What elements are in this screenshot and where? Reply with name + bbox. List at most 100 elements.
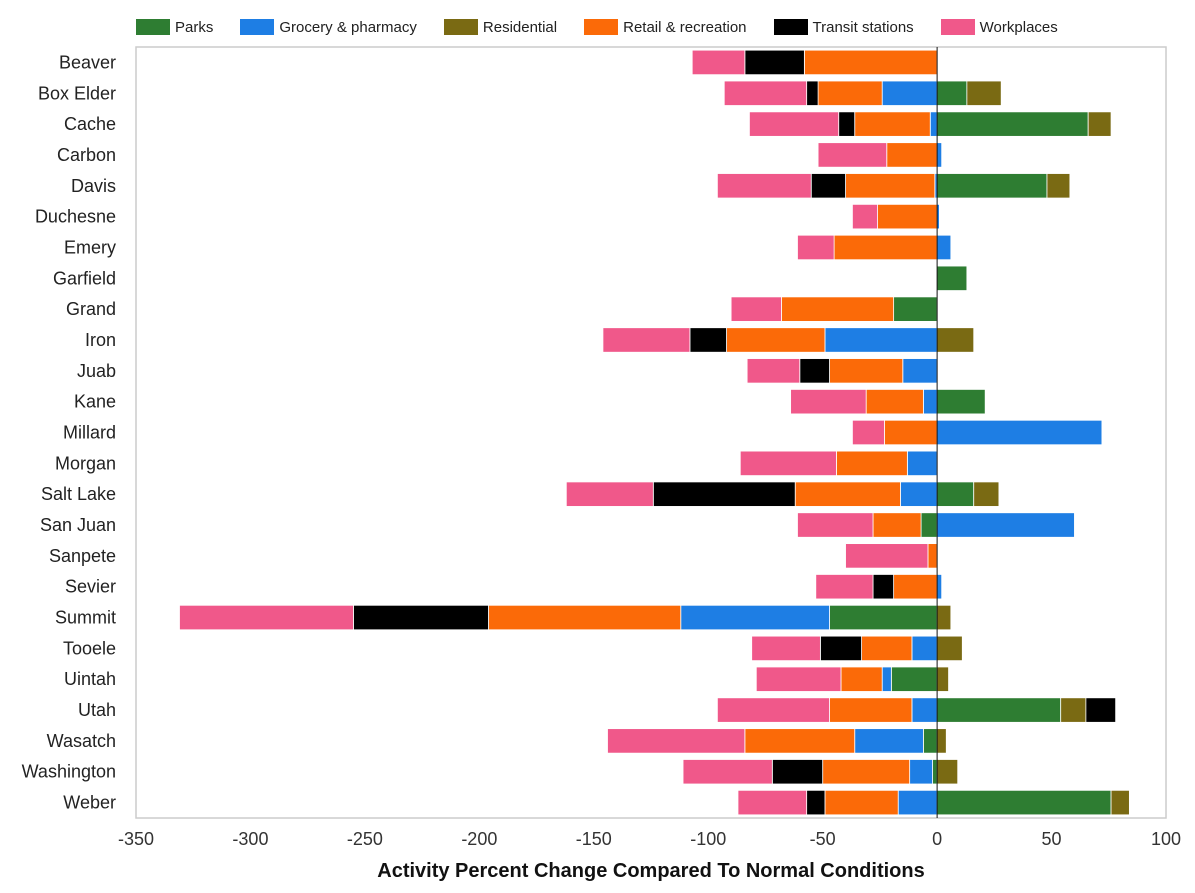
legend: Parks Grocery & pharmacy Residential Retail… [136, 15, 1085, 39]
bar-segment: Box Elder – Residential: 15 [966, 80, 1002, 106]
bar-segment: Salt Lake – Residential: 11 [973, 481, 1000, 507]
bar-segment: Iron – Retail & recreation: -43 [726, 327, 826, 353]
bar-segment: Kane – Workplaces: -33 [790, 389, 867, 415]
bar-segment: Carbon – Retail & recreation: -22 [886, 142, 938, 168]
bar-segment: Cache – Parks: 66 [936, 111, 1089, 137]
bar-segment: Sevier – Retail & recreation: -19 [893, 574, 938, 600]
category-label: Grand [66, 299, 116, 319]
bar-segment: Sevier – Transit stations: -9 [872, 574, 895, 600]
bar-segment: Iron – Workplaces: -38 [602, 327, 691, 353]
bar-segment: Tooele – Transit stations: -18 [819, 635, 862, 662]
category-label: Uintah [64, 669, 116, 689]
bar-segment: Morgan – Grocery & pharmacy: -13 [906, 450, 938, 476]
bar-segment: Summit – Workplaces: -76 [179, 604, 354, 631]
bar-segment: Cache – Grocery & pharmacy: -3 [929, 111, 938, 137]
legend-label: Residential [482, 18, 558, 36]
category-label: Beaver [59, 52, 116, 72]
x-axis-title: Activity Percent Change Compared To Norm… [377, 860, 925, 882]
category-label: Juab [77, 361, 116, 381]
bar-segment: Juab – Workplaces: -23 [746, 358, 801, 384]
bar-segment: Utah – Parks: 54 [936, 697, 1062, 723]
bar-segment: Beaver – Transit stations: -26 [744, 49, 805, 76]
bar-segment: Weber – Residential: 8 [1110, 789, 1130, 816]
category-label: Davis [71, 176, 116, 196]
bar-segment: Davis – Transit stations: -15 [810, 173, 846, 199]
bar-segment: Washington – Workplaces: -39 [682, 759, 773, 785]
bar-segment: Box Elder – Retail & recreation: -28 [817, 80, 883, 106]
category-label: Utah [78, 700, 116, 720]
bar-segment: Morgan – Retail & recreation: -31 [836, 450, 908, 476]
legend-swatch [136, 19, 170, 35]
legend-item: Parks [136, 19, 213, 36]
bar-segment: Salt Lake – Grocery & pharmacy: -16 [900, 481, 938, 507]
bar-segment: Weber – Retail & recreation: -32 [824, 789, 899, 816]
bar-segment: Box Elder – Parks: 13 [936, 80, 968, 106]
legend-swatch [240, 19, 275, 35]
bar-segment: Millard – Retail & recreation: -23 [884, 419, 938, 446]
bar-segment: Uintah – Grocery & pharmacy: -4 [881, 666, 892, 692]
bar-segment: Grand – Workplaces: -22 [730, 296, 782, 322]
legend-label: Grocery & pharmacy [279, 18, 417, 36]
legend-item: Grocery & pharmacy [240, 19, 417, 36]
category-label: Box Elder [38, 83, 116, 103]
x-tick-label: -150 [576, 829, 612, 849]
bar-segment: Sevier – Grocery & pharmacy: 2 [936, 574, 943, 600]
x-tick-label: -300 [232, 829, 268, 849]
legend-swatch [940, 19, 975, 35]
bar-segment: Tooele – Retail & recreation: -22 [861, 635, 913, 662]
category-label: Cache [64, 114, 116, 134]
bar-segment: Summit – Parks: -47 [829, 604, 938, 631]
bar-segment: Kane – Parks: 21 [936, 389, 986, 415]
category-label: Morgan [55, 453, 116, 473]
legend-swatch [773, 19, 808, 35]
bar-segment: Summit – Grocery & pharmacy: -65 [680, 604, 830, 631]
category-label: San Juan [40, 515, 116, 535]
bar-segment: Davis – Parks: 48 [936, 173, 1048, 199]
bar-segment: Grand – Retail & recreation: -49 [781, 296, 895, 322]
bar-segment: Iron – Residential: 16 [936, 327, 975, 353]
bar-segment: Juab – Retail & recreation: -32 [829, 358, 904, 384]
bar-segment: Wasatch – Grocery & pharmacy: -30 [854, 728, 924, 754]
bar-segment: San Juan – Workplaces: -33 [797, 512, 874, 538]
category-label: Sevier [65, 577, 116, 597]
bar-segment: Sanpete – Workplaces: -36 [845, 543, 929, 569]
bar-segment: Salt Lake – Transit stations: -62 [652, 481, 796, 507]
bar-segment: Utah – Retail & recreation: -36 [829, 697, 913, 723]
legend-label: Workplaces [979, 18, 1058, 36]
x-tick-label: -200 [461, 829, 497, 849]
legend-label: Transit stations [812, 18, 914, 36]
x-tick-label: -100 [690, 829, 726, 849]
bar-segment: Millard – Workplaces: -14 [852, 419, 885, 446]
bar-segment: Box Elder – Transit stations: -5 [806, 80, 819, 106]
bar-segment: Summit – Retail & recreation: -84 [488, 604, 682, 631]
bar-segment: Weber – Workplaces: -30 [737, 789, 808, 816]
bar-segment: Juab – Transit stations: -13 [799, 358, 830, 384]
category-label: Duchesne [35, 207, 116, 227]
legend-item: Retail & recreation [584, 18, 747, 36]
bar-segment: Uintah – Workplaces: -37 [755, 666, 842, 692]
x-tick-label: 0 [932, 829, 942, 849]
legend-label: Parks [175, 18, 214, 36]
x-tick-label: -50 [810, 829, 836, 849]
bar-segment: Washington – Transit stations: -22 [771, 759, 824, 785]
bar-segment: Duchesne – Workplaces: -11 [852, 203, 879, 230]
bar-segment: Emery – Workplaces: -16 [797, 234, 835, 261]
bar-segment: Salt Lake – Parks: 16 [936, 481, 975, 507]
plot-frame [135, 46, 1167, 819]
bar-segment: Sanpete – Retail & recreation: -4 [927, 543, 938, 569]
bar-segment: Beaver – Workplaces: -23 [691, 49, 746, 76]
legend-item: Residential [443, 18, 558, 36]
bar-segment: Millard – Grocery & pharmacy: 72 [936, 419, 1103, 446]
bar-segment: Summit – Residential: 6 [936, 604, 952, 631]
bar-segment: San Juan – Retail & recreation: -21 [872, 512, 922, 538]
category-label: Carbon [57, 145, 116, 165]
bar-segment: Davis – Retail & recreation: -39 [845, 173, 936, 199]
category-label: Millard [63, 423, 116, 443]
bar-segment: Weber – Transit stations: -8 [806, 789, 826, 816]
bar-segment: Washington – Grocery & pharmacy: -10 [909, 759, 933, 785]
bar-segment: Emery – Retail & recreation: -45 [833, 234, 938, 261]
legend-item: Workplaces [940, 18, 1058, 36]
legend-label: Retail & recreation [623, 18, 747, 36]
bar-segment: San Juan – Grocery & pharmacy: 60 [936, 512, 1075, 538]
